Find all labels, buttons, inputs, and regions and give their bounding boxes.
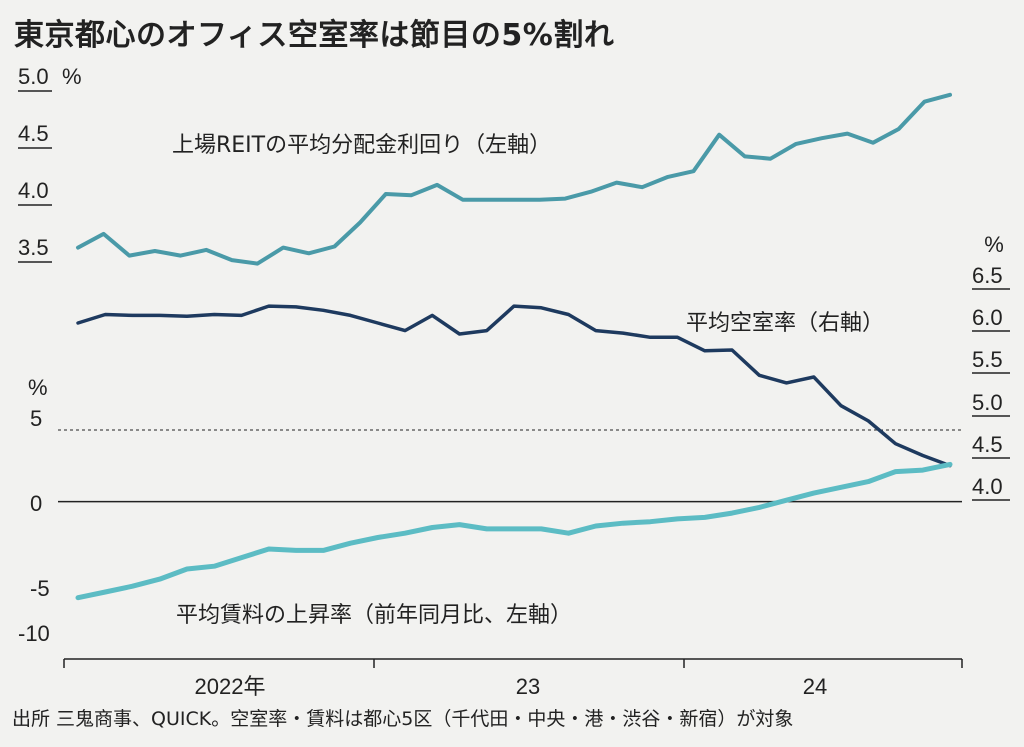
right-tick-label: 5.0 [972, 390, 1003, 415]
rent-series-label: 平均賃料の上昇率（前年同月比、左軸） [176, 603, 572, 628]
left-bottom-tick-label: 5 [30, 406, 42, 431]
source-note: 出所 三鬼商事、QUICK。空室率・賃料は都心5区（千代田・中央・港・渋谷・新宿… [12, 708, 794, 730]
left-top-tick-label: 4.5 [18, 121, 49, 146]
left-top-tick-label: 3.5 [18, 235, 49, 260]
left-top-tick-label: 5.0 [18, 64, 49, 89]
left-top-unit: % [62, 64, 82, 89]
vacancy-series-label: 平均空室率（右軸） [686, 311, 884, 336]
right-tick-label: 4.0 [972, 474, 1003, 499]
left-top-tick-label: 4.0 [18, 178, 49, 203]
left-bottom-tick-label: -10 [18, 621, 50, 646]
x-axis-label: 2022年 [195, 674, 266, 699]
chart-title: 東京都心のオフィス空室率は節目の5%割れ [14, 18, 615, 53]
rent-line [75, 461, 953, 601]
right-tick-label: 6.0 [972, 305, 1003, 330]
left-bottom-unit: % [28, 375, 48, 400]
x-axis-label: 23 [516, 674, 540, 699]
right-tick-label: 4.5 [972, 432, 1003, 457]
right-tick-label: 6.5 [972, 263, 1003, 288]
right-tick-label: 5.5 [972, 347, 1003, 372]
left-bottom-tick-label: -5 [30, 576, 50, 601]
x-axis-label: 24 [803, 674, 827, 699]
yield-line [76, 92, 952, 266]
yield-series-label: 上場REITの平均分配金利回り（左軸） [172, 133, 551, 158]
right-unit: % [984, 232, 1004, 257]
vacancy-line [76, 304, 952, 468]
left-bottom-tick-label: 0 [30, 491, 42, 516]
